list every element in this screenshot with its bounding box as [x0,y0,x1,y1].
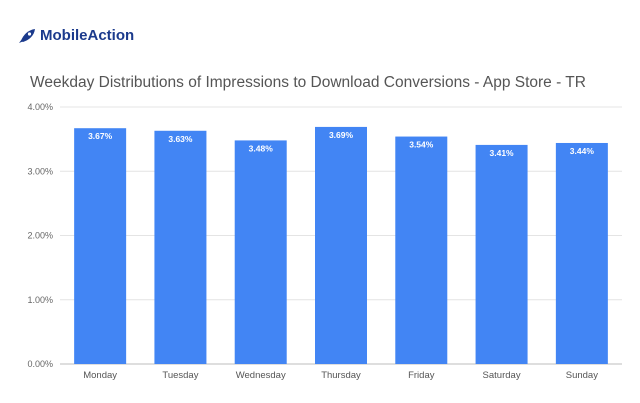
y-tick-label: 0.00% [27,359,53,369]
data-label: 3.54% [409,140,434,150]
data-label: 3.44% [570,146,595,156]
bar [74,128,127,364]
y-tick-label: 1.00% [27,295,53,305]
x-tick-label: Wednesday [236,370,286,381]
x-tick-label: Monday [83,370,117,381]
x-tick-label: Sunday [566,370,598,381]
data-label: 3.63% [168,134,193,144]
data-label: 3.67% [88,131,113,141]
bar [154,130,207,364]
chart-title: Weekday Distributions of Impressions to … [30,74,586,91]
y-tick-label: 4.00% [27,102,53,112]
brand-name: MobileAction [40,27,135,44]
x-tick-label: Saturday [483,370,521,381]
bar [475,144,528,364]
bar [555,142,608,364]
y-tick-label: 3.00% [27,166,53,176]
data-label: 3.41% [490,148,515,158]
bar [395,136,448,364]
data-label: 3.69% [329,130,354,140]
brand-logo: MobileAction [18,27,134,44]
data-label: 3.48% [249,143,274,153]
x-tick-label: Thursday [321,370,361,381]
x-tick-label: Friday [408,370,435,381]
x-tick-label: Tuesday [162,370,198,381]
bar [234,140,287,364]
bar [315,126,367,364]
y-tick-label: 2.00% [27,231,53,241]
rocket-icon [19,28,35,43]
